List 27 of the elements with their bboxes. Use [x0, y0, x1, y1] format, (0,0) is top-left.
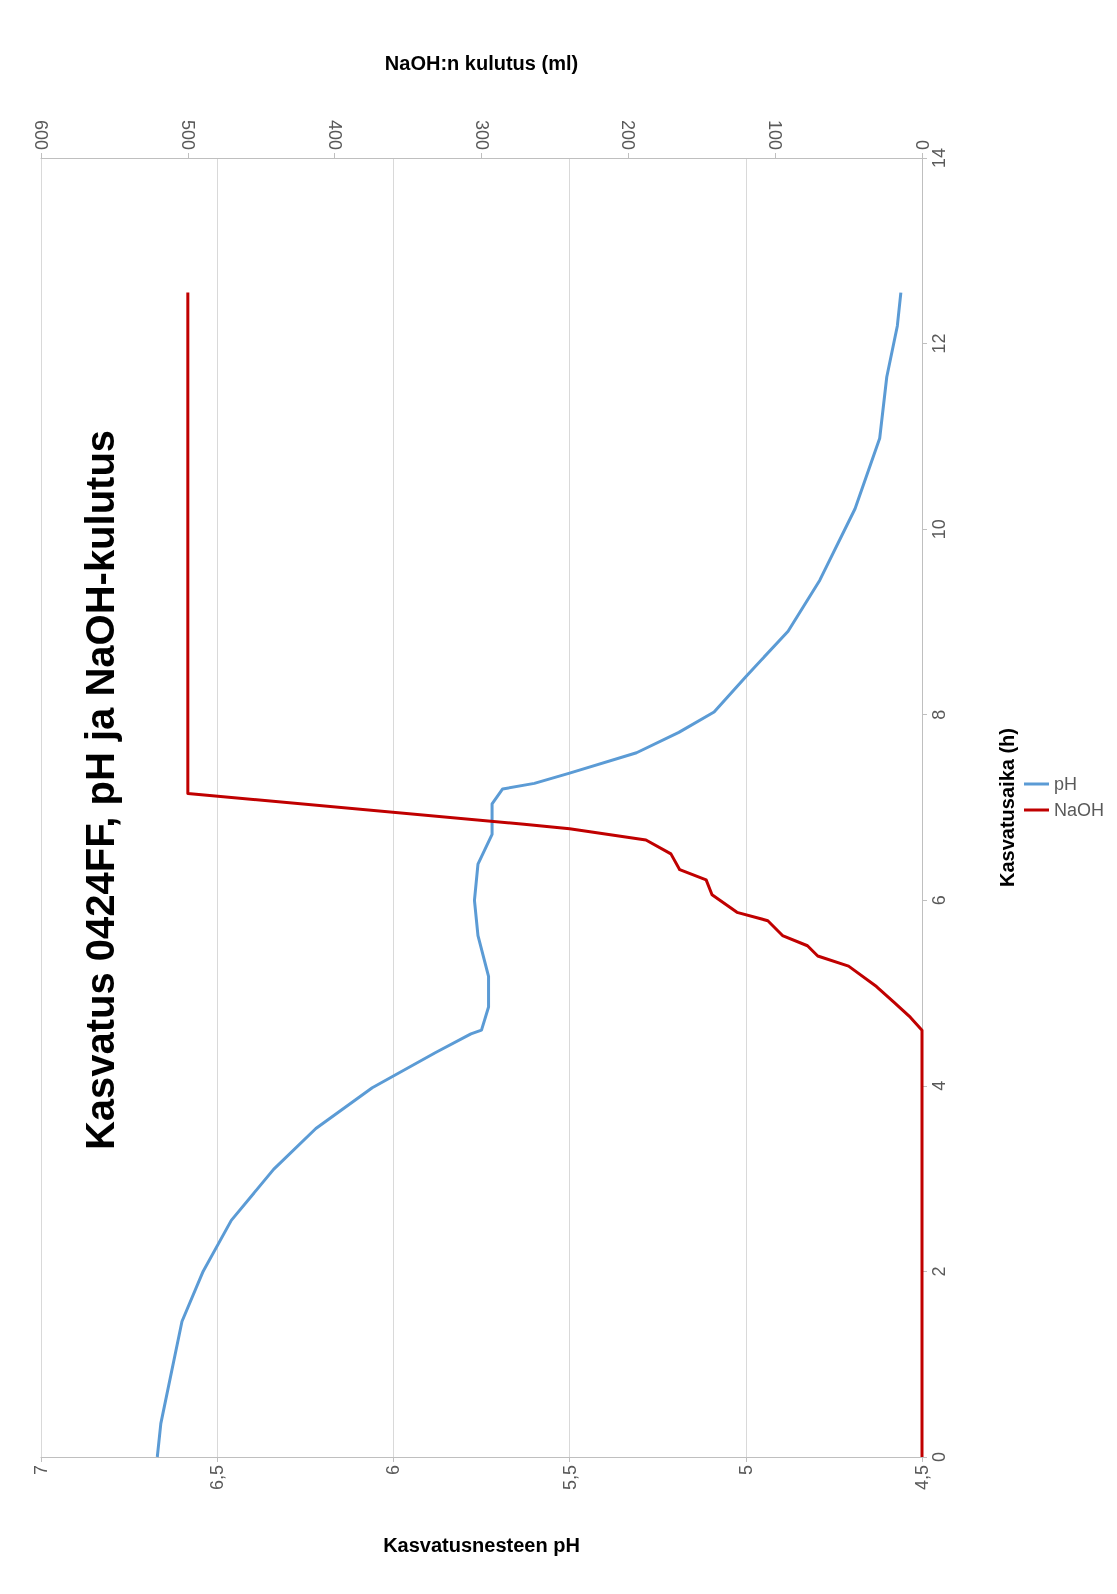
x-axis-title: Kasvatusnesteen pH	[383, 1534, 580, 1556]
x2-tick-label: 400	[324, 119, 345, 150]
y-axis-title: Kasvatusaika (h)	[996, 728, 1018, 887]
x2-tick-label: 500	[177, 119, 198, 150]
text: Kasvatus 0424FF, pH ja NaOH-kulutus	[78, 429, 122, 1151]
y-tick-label: 2	[929, 1266, 949, 1277]
legend-label: pH	[1053, 774, 1078, 794]
x2-tick-label: 200	[618, 119, 639, 150]
x2-axis-title: NaOH:n kulutus (ml)	[384, 52, 579, 74]
y-tick-label: 6	[929, 895, 949, 906]
x-tick-label: 6	[383, 1465, 404, 1476]
y-tick-label: 8	[929, 709, 949, 720]
x-tick-label: 5	[735, 1465, 756, 1476]
y-tick-label: 10	[929, 519, 949, 540]
legend-label: NaOH	[1053, 800, 1105, 820]
x-tick-label: 6,5	[207, 1465, 228, 1491]
x2-tick-label: 0	[912, 139, 932, 150]
x-tick-label: 5,5	[559, 1465, 580, 1491]
x-tick-label: 7	[31, 1465, 51, 1476]
y-tick-label: 14	[929, 147, 949, 169]
y-tick-label: 12	[929, 333, 949, 354]
x-tick-label: 4,5	[912, 1465, 932, 1491]
x2-tick-label: 600	[31, 119, 51, 150]
x2-tick-label: 100	[765, 119, 786, 150]
y-tick-label: 4	[929, 1080, 949, 1091]
x2-tick-label: 300	[471, 119, 492, 150]
y-tick-label: 0	[929, 1451, 949, 1463]
